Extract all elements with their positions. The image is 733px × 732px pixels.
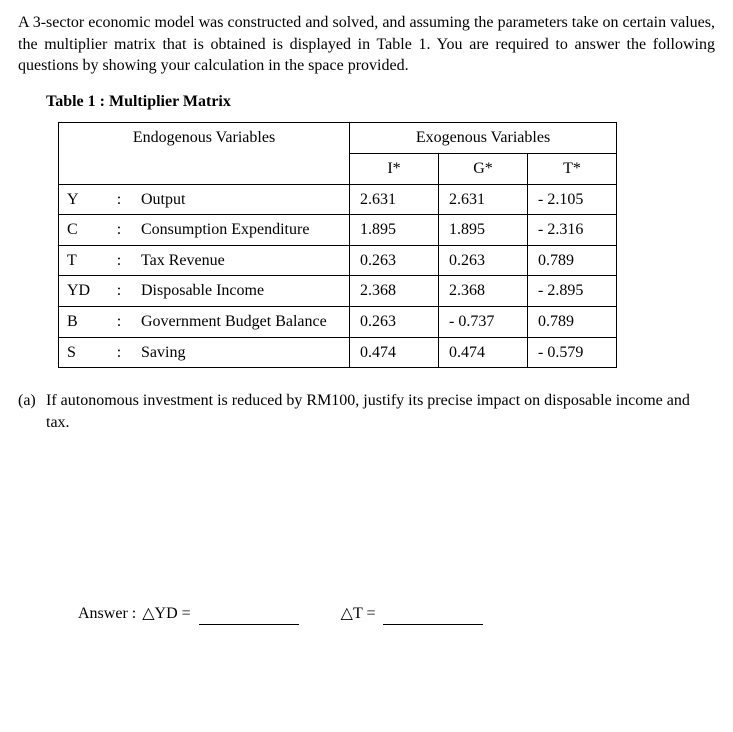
row-sep: : xyxy=(105,337,133,368)
row-val: 0.263 xyxy=(439,245,528,276)
row-val: 1.895 xyxy=(350,215,439,246)
row-code: C xyxy=(59,215,106,246)
table-row: S : Saving 0.474 0.474 - 0.579 xyxy=(59,337,617,368)
row-sep: : xyxy=(105,215,133,246)
row-val: 2.368 xyxy=(439,276,528,307)
answer-t-blank[interactable] xyxy=(383,606,483,625)
row-sep: : xyxy=(105,276,133,307)
row-code: YD xyxy=(59,276,106,307)
row-val: 0.474 xyxy=(439,337,528,368)
table-row: T : Tax Revenue 0.263 0.263 0.789 xyxy=(59,245,617,276)
row-val: - 0.737 xyxy=(439,306,528,337)
answer-prefix: Answer : xyxy=(78,603,136,625)
question-text: If autonomous investment is reduced by R… xyxy=(46,390,715,433)
row-val: 0.263 xyxy=(350,245,439,276)
row-val: 1.895 xyxy=(439,215,528,246)
row-code: Y xyxy=(59,184,106,215)
row-val: 2.631 xyxy=(350,184,439,215)
row-val: - 2.895 xyxy=(528,276,617,307)
header-exogenous: Exogenous Variables xyxy=(350,123,617,154)
row-name: Output xyxy=(133,184,350,215)
answer-yd-blank[interactable] xyxy=(199,606,299,625)
header-exo-col-0: I* xyxy=(350,153,439,184)
table-row: YD : Disposable Income 2.368 2.368 - 2.8… xyxy=(59,276,617,307)
row-val: - 2.316 xyxy=(528,215,617,246)
row-sep: : xyxy=(105,306,133,337)
table-row: C : Consumption Expenditure 1.895 1.895 … xyxy=(59,215,617,246)
row-name: Consumption Expenditure xyxy=(133,215,350,246)
row-sep: : xyxy=(105,245,133,276)
header-endogenous: Endogenous Variables xyxy=(59,123,350,184)
table-title: Table 1 : Multiplier Matrix xyxy=(46,91,715,113)
header-exo-col-1: G* xyxy=(439,153,528,184)
answer-t-label: △T = xyxy=(341,603,376,625)
row-name: Tax Revenue xyxy=(133,245,350,276)
row-val: - 2.105 xyxy=(528,184,617,215)
row-val: 2.631 xyxy=(439,184,528,215)
row-name: Disposable Income xyxy=(133,276,350,307)
row-code: T xyxy=(59,245,106,276)
row-code: B xyxy=(59,306,106,337)
row-val: 0.789 xyxy=(528,245,617,276)
answer-yd-label: △YD = xyxy=(142,603,190,625)
row-val: 2.368 xyxy=(350,276,439,307)
table-row: Y : Output 2.631 2.631 - 2.105 xyxy=(59,184,617,215)
intro-paragraph: A 3-sector economic model was constructe… xyxy=(18,12,715,77)
row-name: Saving xyxy=(133,337,350,368)
row-code: S xyxy=(59,337,106,368)
row-val: 0.263 xyxy=(350,306,439,337)
row-val: - 0.579 xyxy=(528,337,617,368)
row-val: 0.474 xyxy=(350,337,439,368)
table-row: B : Government Budget Balance 0.263 - 0.… xyxy=(59,306,617,337)
row-val: 0.789 xyxy=(528,306,617,337)
answer-row: Answer : △YD = △T = xyxy=(78,603,715,625)
header-exo-col-2: T* xyxy=(528,153,617,184)
multiplier-matrix-table: Endogenous Variables Exogenous Variables… xyxy=(58,122,617,368)
question-a: (a) If autonomous investment is reduced … xyxy=(18,390,715,433)
row-name: Government Budget Balance xyxy=(133,306,350,337)
question-label: (a) xyxy=(18,390,46,433)
row-sep: : xyxy=(105,184,133,215)
